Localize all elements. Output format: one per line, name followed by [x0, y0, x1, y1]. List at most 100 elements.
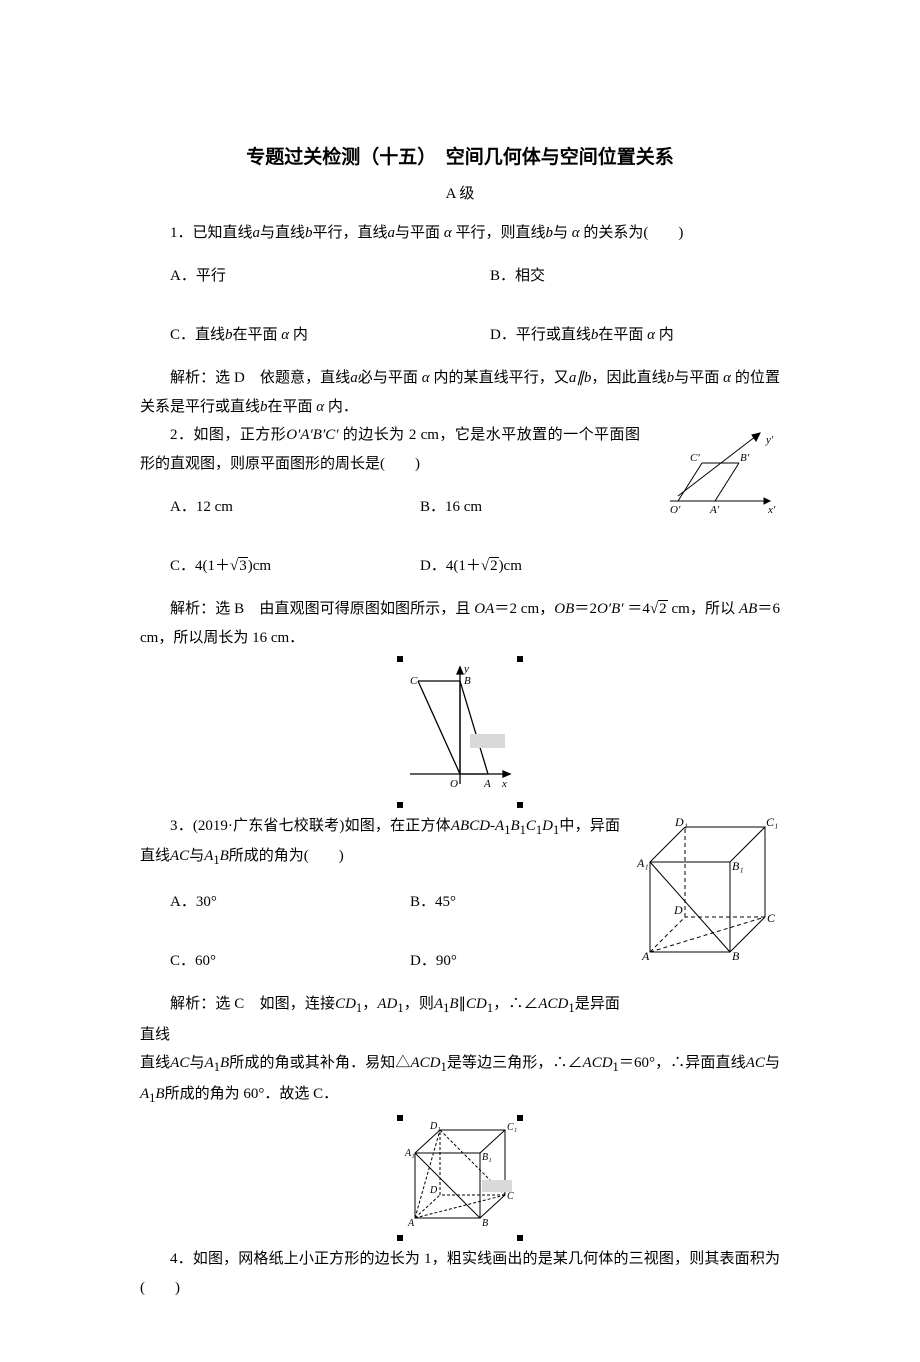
text: 直线: [140, 1055, 170, 1071]
text: )cm: [499, 558, 522, 574]
q3-figure-solution: A₁ B₁ C₁ D₁ A B C D: [140, 1117, 780, 1240]
seg-OB2: O′B′: [597, 601, 624, 617]
text: ∥: [459, 996, 467, 1012]
text: 是等边三角形，∴∠: [447, 1055, 583, 1071]
square-name: O′A′B′C′: [286, 427, 338, 443]
var-a: a: [253, 225, 261, 241]
q3-block: 3．(2019·广东省七校联考)如图，在正方体ABCD‑A1B1C1D1中，异面…: [140, 812, 780, 1050]
corner-handle: [397, 1115, 403, 1121]
text: 在平面: [233, 327, 282, 343]
label-C: C: [410, 675, 418, 687]
q3-optB: B．45°: [380, 888, 620, 917]
var-alpha: α: [422, 370, 430, 386]
var-b: b: [305, 225, 313, 241]
text: 所成的角或其补角．易知△: [229, 1055, 410, 1071]
q2-block: 2．如图，正方形O′A′B′C′ 的边长为 2 cm，它是水平放置的一个平面图形…: [140, 421, 780, 595]
label-B: B: [464, 675, 471, 687]
radicand: 2: [489, 557, 499, 574]
q1-optC: C．直线b在平面 α 内: [140, 321, 460, 350]
var-alpha: α: [316, 399, 324, 415]
var-alpha: α: [647, 327, 655, 343]
label-B: B: [732, 949, 740, 962]
var-a: a: [350, 370, 358, 386]
text: ，则: [404, 996, 434, 1012]
cube-name: D: [542, 818, 553, 834]
text: 3．(2019·广东省七校联考)如图，在正方体: [170, 818, 451, 834]
corner-handle: [397, 656, 403, 662]
q3-solution-p1: 解析：选 C 如图，连接CD1，AD1，则A1B∥CD1，∴∠ACD1是异面直线: [140, 990, 620, 1049]
seg-AC: AC: [170, 848, 189, 864]
text: 与直线: [260, 225, 305, 241]
var-b: b: [260, 399, 268, 415]
seg-A1B: B: [449, 996, 458, 1012]
label-A1: A₁: [404, 1148, 415, 1159]
q3-figure-cube: A₁ B₁ C₁ D₁ A B C D: [630, 812, 780, 962]
seg-A1B: B: [220, 848, 229, 864]
q3-svg-solution: A₁ B₁ C₁ D₁ A B C D: [400, 1118, 520, 1228]
text: ，因此直线: [591, 370, 666, 386]
text: 解析：选 D 依题意，直线: [170, 370, 350, 386]
q2-optD: D．4(1＋√2)cm: [390, 552, 640, 581]
q3-textcol: 3．(2019·广东省七校联考)如图，在正方体ABCD‑A1B1C1D1中，异面…: [140, 812, 620, 1050]
q3-stem: 3．(2019·广东省七校联考)如图，在正方体ABCD‑A1B1C1D1中，异面…: [140, 812, 620, 874]
text: D．4(1＋: [420, 558, 481, 574]
seg-AC: AC: [746, 1055, 765, 1071]
text: ，: [362, 996, 377, 1012]
q3-optA: A．30°: [140, 888, 380, 917]
label-y: y: [463, 663, 469, 675]
q3-options-row2: C．60° D．90°: [140, 932, 620, 991]
text: 解析：选 B 由直观图可得原图如图所示，且: [170, 601, 474, 617]
angle-ACD1: ACD: [538, 996, 568, 1012]
cube-name: C: [526, 818, 536, 834]
label-A: A: [483, 778, 491, 790]
label-A1: A₁: [636, 856, 649, 870]
page-title: 专题过关检测（十五） 空间几何体与空间位置关系: [140, 140, 780, 176]
seg-A1B: A: [434, 996, 443, 1012]
q2-figure-original: y x O A B C: [140, 658, 780, 806]
var-alpha: α: [281, 327, 289, 343]
seg-AC: AC: [170, 1055, 189, 1071]
text: 所成的角为( ): [229, 848, 344, 864]
label-C1: C₁: [507, 1122, 517, 1133]
q2-stem: 2．如图，正方形O′A′B′C′ 的边长为 2 cm，它是水平放置的一个平面图形…: [140, 421, 640, 478]
cube-name: ABCD‑A: [451, 818, 504, 834]
text: D．平行或直线: [490, 327, 591, 343]
q2-optA: A．12 cm: [140, 493, 390, 522]
q1-solution: 解析：选 D 依题意，直线a必与平面 α 内的某直线平行，又a∥b，因此直线b与…: [140, 364, 780, 421]
seg-A1B: A: [204, 848, 213, 864]
label-B: B: [482, 1218, 488, 1228]
text: 与: [189, 1055, 204, 1071]
seg-AD1: AD: [377, 996, 397, 1012]
seg-A1B: A: [205, 1055, 214, 1071]
figure-box: A₁ B₁ C₁ D₁ A B C D: [399, 1117, 521, 1240]
angle-ACD1: ACD: [583, 1055, 613, 1071]
text: 内: [655, 327, 674, 343]
label-B: B′: [740, 452, 750, 464]
text: 平行，直线: [313, 225, 388, 241]
text: 1．已知直线: [170, 225, 253, 241]
q3-optD: D．90°: [380, 947, 620, 976]
text: 内: [289, 327, 308, 343]
label-x: x′: [767, 504, 776, 516]
label-D: D: [429, 1185, 438, 1196]
label-C: C′: [690, 452, 700, 464]
label-C: C: [767, 911, 776, 925]
text: ＝2: [574, 601, 597, 617]
label-D1: D₁: [429, 1121, 441, 1132]
text: 在平面: [268, 399, 317, 415]
q3-optC: C．60°: [140, 947, 380, 976]
sqrt-icon: √2: [650, 600, 668, 617]
label-D1: D₁: [674, 815, 688, 829]
var-alpha: α: [723, 370, 731, 386]
label-O: O: [450, 778, 458, 790]
q1-options-row1: A．平行 B．相交: [140, 247, 780, 306]
text: ＝60°，∴异面直线: [619, 1055, 746, 1071]
text: ，∴∠: [493, 996, 538, 1012]
text: 与平面: [395, 225, 444, 241]
label-D: D: [673, 903, 683, 917]
text: ＝4: [624, 601, 650, 617]
corner-handle: [397, 802, 403, 808]
var-alpha: α: [444, 225, 452, 241]
label-y: y′: [765, 434, 774, 446]
q1-options-row2: C．直线b在平面 α 内 D．平行或直线b在平面 α 内: [140, 306, 780, 365]
